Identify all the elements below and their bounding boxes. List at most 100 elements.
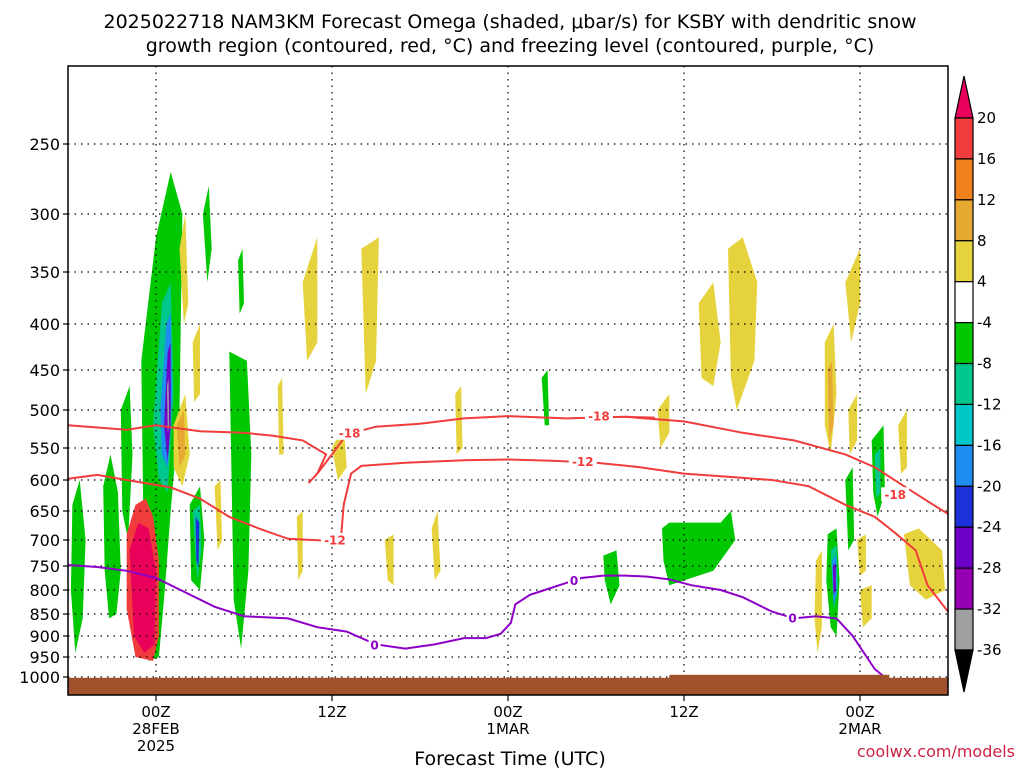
omega-area-27 [431,511,441,581]
omega-area-19 [192,324,200,402]
temperature-contours: -18 -18 -12 -12 -18 0 0 0 [67,409,949,682]
omega-area-11 [202,186,212,283]
omega-area-43 [845,248,860,343]
omega-area-38 [832,563,836,595]
ytick-label-400: 400 [29,315,60,334]
credit-text: coolwx.com/models [857,742,1015,761]
omega-area-12 [229,351,252,649]
xtick-label-54-1: 2MAR [838,720,881,738]
omega-area-48 [874,448,881,499]
colorbar-label-12: -32 [977,600,1002,618]
contour-freezing-0 [67,564,890,682]
xtick-label-30-1: 1MAR [486,720,529,738]
omega-area-4 [167,378,170,433]
ytick-label-600: 600 [29,471,60,490]
gridlines [68,66,948,695]
colorbar-swatch-8 [954,444,974,487]
contour-label-bg-6 [568,573,580,588]
xtick-label-6-1: 28FEB [132,720,179,738]
colorbar-swatch-4 [954,281,974,324]
omega-area-50 [898,410,907,474]
colorbar-swatch-7 [954,403,974,446]
colorbar-label-9: -20 [977,477,1002,495]
colorbar-label-0: 20 [977,109,996,127]
xtick-label-18-0: 12Z [317,703,346,721]
omega-area-23 [302,237,318,361]
contour-label-bg-2 [320,533,349,547]
colorbar-swatch-1 [954,158,974,201]
colorbar-legend: 20 16 12 8 4 -4 -8 -12 -16 -20 -24 -28 -32 -36 [954,75,1002,693]
colorbar-label-11: -28 [977,559,1002,577]
omega-area-28 [455,386,463,455]
contour-label-bg-3 [568,454,597,469]
contour--12 [67,458,949,613]
omega-area-18 [179,214,189,324]
omega-area-31 [657,394,670,448]
xtick-label-6-0: 00Z [141,703,170,721]
omega-area-7 [120,386,133,540]
colorbar-label-5: -4 [977,314,992,332]
colorbar-label-2: 12 [977,191,996,209]
ytick-label-900: 900 [29,627,60,646]
ground-surface [68,677,948,695]
ytick-label-250: 250 [29,135,60,154]
terrain-bump [669,674,890,679]
omega-shaded-areas [70,172,946,661]
omega-area-44 [848,394,858,455]
ytick-label-650: 650 [29,502,60,521]
xtick-label-54-0: 00Z [845,703,874,721]
colorbar-label-3: 8 [977,232,987,250]
chart-title-line-1: 2025022718 NAM3KM Forecast Omega (shaded… [103,11,916,33]
colorbar-swatch-12 [954,608,974,651]
chart-title-line-2: growth region (contoured, red, °C) and f… [146,35,875,57]
xtick-label-6-2: 2025 [137,737,175,755]
contour-label-bg-0 [335,425,364,440]
omega-area-42 [814,550,822,653]
omega-area-32 [662,511,736,586]
omega-area-17 [176,410,186,468]
ytick-label-800: 800 [29,581,60,600]
omega-area-13 [238,248,244,314]
colorbar-label-7: -12 [977,395,1002,413]
colorbar-swatch-10 [954,526,974,569]
omega-area-49 [904,528,946,600]
omega-area-45 [857,534,866,576]
omega-area-46 [860,585,872,628]
ytick-label-300: 300 [29,205,60,224]
xtick-label-30-0: 00Z [493,703,522,721]
omega-area-30 [603,550,620,605]
colorbar-swatch-0 [954,117,974,160]
contour-label-freezing-0-c: 0 [788,611,796,625]
omega-area-25 [361,237,379,394]
omega-area-34 [728,237,758,410]
contour-label--12: -12 [324,534,346,548]
omega-area-20 [214,480,222,551]
colorbar-swatch-3 [954,240,974,283]
omega-area-15 [129,522,156,653]
contour-label--18: -18 [339,426,361,440]
omega-area-26 [384,534,394,586]
colorbar-label-6: -8 [977,355,992,373]
colorbar-label-4: 4 [977,273,987,291]
contour-label-bg-5 [368,638,381,653]
y-axis-ticks: 250 300 350 400 450 500 550 600 650 700 750 800 850 9… [19,135,68,687]
colorbar-top-arrow [954,75,974,119]
contour-label--18-end: -18 [884,488,906,502]
ytick-label-1000: 1000 [19,668,60,687]
contour--18-right [625,415,655,419]
omega-area-33 [698,282,721,386]
colorbar-label-8: -16 [977,436,1002,454]
colorbar-bottom-arrow [954,649,974,693]
x-axis-label: Forecast Time (UTC) [414,748,605,768]
ytick-label-750: 750 [29,557,60,576]
colorbar-label-1: 16 [977,150,996,168]
colorbar-swatch-9 [954,485,974,528]
colorbar-swatch-2 [954,199,974,242]
ytick-label-850: 850 [29,605,60,624]
contour-label-bg-1 [584,409,613,424]
ytick-label-350: 350 [29,263,60,282]
contour-label--12-mid: -12 [572,455,594,469]
colorbar-swatch-6 [954,362,974,406]
omega-area-22 [296,511,303,581]
